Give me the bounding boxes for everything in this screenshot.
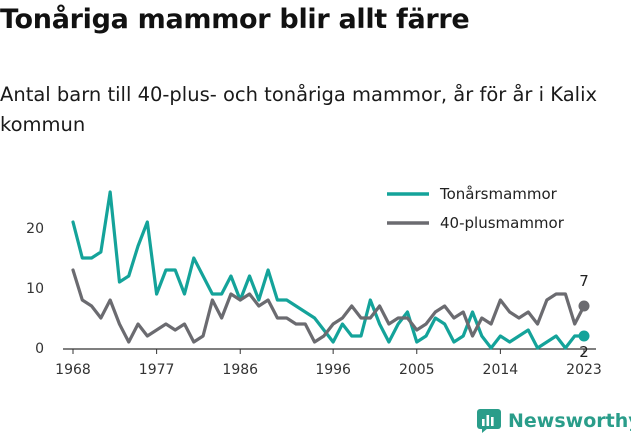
end-point-marker [578, 300, 590, 312]
x-tick-label: 2023 [566, 362, 602, 378]
brand-logo: Newsworthy [476, 405, 631, 437]
series-line-tonarsmammor [71, 190, 586, 350]
x-tick-label: 2014 [483, 362, 519, 378]
y-tick-label: 10 [26, 281, 44, 297]
end-value-label: 7 [579, 272, 589, 290]
x-axis: 1968 1977 1986 1996 2005 2014 2023 [55, 348, 602, 378]
end-markers: 27 [578, 272, 590, 361]
y-axis: 0 10 20 [26, 221, 44, 357]
x-tick-label: 1996 [315, 362, 351, 378]
x-tick-label: 1986 [222, 362, 258, 378]
y-tick-label: 20 [26, 221, 44, 237]
page-subtitle: Antal barn till 40-plus- och tonåriga ma… [0, 83, 598, 136]
legend-label: 40-plusmammor [440, 214, 565, 232]
series-layer [71, 190, 586, 350]
end-point-marker [578, 330, 590, 342]
y-tick-label: 0 [35, 341, 44, 357]
newsworthy-logo-icon [477, 409, 501, 433]
legend: Tonårsmammor 40-plusmammor [387, 185, 565, 232]
line-chart: 0 10 20 1968 1977 1986 1996 2005 2014 2023 Tonår… [26, 185, 602, 378]
brand-name: Newsworthy [508, 410, 631, 432]
series-line-40-plusmammor [71, 268, 586, 344]
page-title: Tonåriga mammor blir allt färre [0, 4, 470, 35]
x-tick-label: 2005 [399, 362, 435, 378]
x-tick-label: 1968 [55, 362, 91, 378]
end-value-label: 2 [579, 343, 589, 361]
x-tick-label: 1977 [139, 362, 175, 378]
legend-label: Tonårsmammor [439, 185, 558, 203]
